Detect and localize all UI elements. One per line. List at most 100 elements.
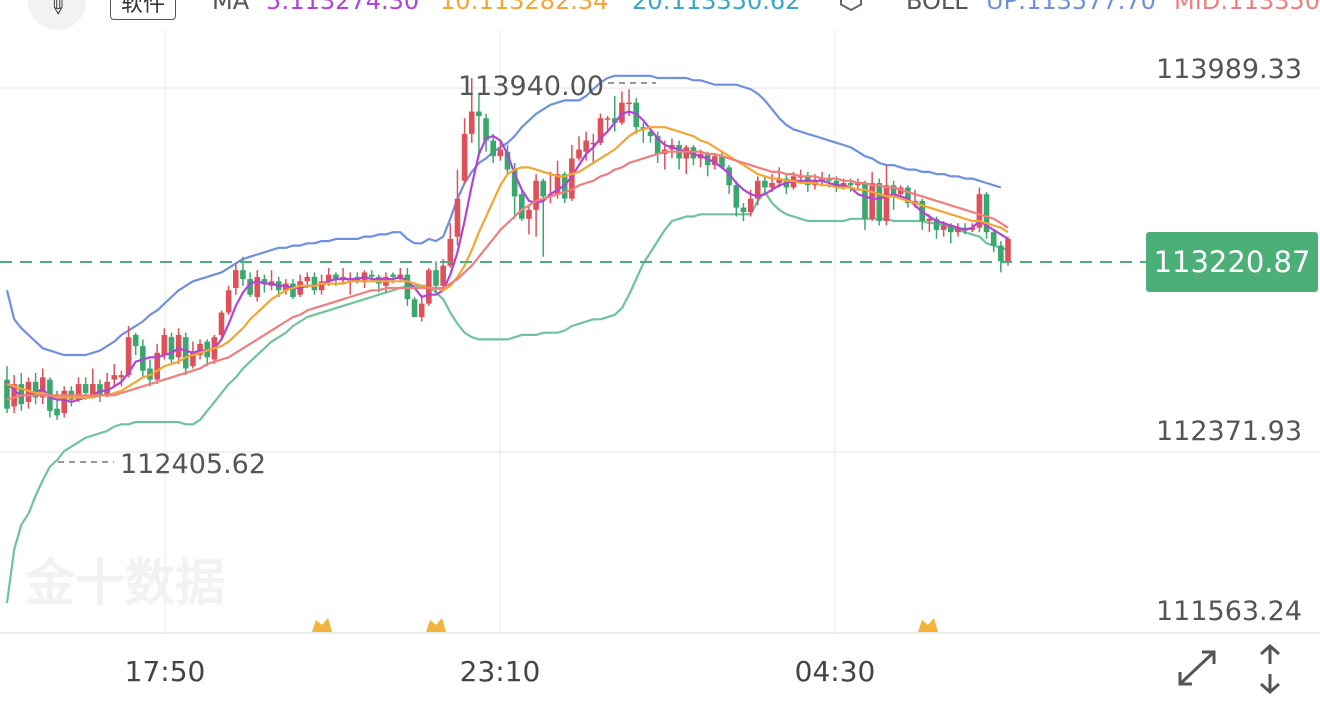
candle (225, 285, 232, 315)
candle (704, 151, 711, 177)
candle (111, 363, 118, 387)
candle-body (626, 102, 632, 105)
candle-body (511, 169, 518, 197)
candle-body (418, 303, 425, 318)
candle-body (740, 207, 747, 213)
candle-body (233, 270, 239, 289)
candle-body (948, 225, 954, 233)
candle-body (747, 198, 754, 213)
candle-body (197, 343, 203, 356)
candle-body (75, 384, 82, 400)
candle (204, 339, 210, 367)
candle-body (869, 183, 875, 219)
candle (168, 332, 175, 364)
candle (18, 372, 25, 411)
time-axis-label-1: 17:50 (125, 655, 206, 688)
candle (483, 113, 489, 152)
candle-body (318, 281, 325, 291)
candle (905, 185, 911, 208)
candle-body (82, 384, 89, 394)
candle-body (182, 337, 189, 369)
candle-body (90, 384, 96, 396)
candle (268, 270, 275, 291)
candle-body (440, 265, 446, 286)
candle (104, 372, 110, 398)
vertical-scale-icon[interactable] (1254, 642, 1286, 696)
candle (447, 223, 454, 268)
low-label: 112405.62 (120, 449, 266, 480)
candle-body (933, 218, 940, 230)
candle (90, 368, 96, 398)
candle-body (461, 133, 468, 181)
candle (61, 386, 67, 418)
candle-body (433, 270, 439, 286)
candle (526, 205, 532, 235)
candle-body (247, 279, 253, 295)
candle (468, 78, 475, 143)
ma20-line (6, 150, 1009, 401)
candle-body (447, 238, 454, 266)
candle-body (883, 185, 890, 221)
candle-body (540, 180, 547, 197)
mode-tag[interactable]: 软件 (110, 0, 177, 20)
candle (869, 171, 875, 221)
candle-body (368, 274, 375, 277)
price-axis: 113989.33 112371.93 111563.24 (1156, 54, 1302, 627)
candle-body (940, 225, 947, 230)
candle (640, 122, 647, 143)
event-marker-icon (426, 618, 446, 632)
indicator-header: ✎ 软件 MA 5:113274.30 10:113282.34 20:1133… (0, 0, 1320, 30)
candle (490, 133, 496, 163)
grid (0, 30, 1320, 634)
candle-body (862, 183, 868, 219)
candle (533, 174, 539, 237)
candle-body (726, 167, 732, 186)
candle-body (161, 334, 168, 356)
candle (118, 370, 125, 387)
candle-body (468, 111, 475, 134)
candle-body (611, 118, 618, 123)
candle (25, 377, 32, 409)
candle-body (32, 381, 39, 398)
fullscreen-icon[interactable] (1172, 644, 1222, 692)
candle-body (762, 180, 768, 188)
boll-label: BOLL (906, 0, 968, 15)
candle (340, 267, 346, 284)
candle (540, 178, 547, 257)
ma10-value: 10:113282.34 (440, 0, 609, 15)
time-axis-label-3: 04:30 (795, 655, 876, 688)
candle-body (261, 279, 268, 284)
candle-body (897, 187, 904, 195)
candle (554, 160, 561, 199)
ma10-line (6, 126, 1009, 399)
candle-body (654, 136, 661, 154)
candle-body (175, 334, 182, 358)
candle-body (39, 377, 46, 398)
candle-body (776, 178, 782, 184)
candle-body (554, 174, 561, 195)
candle (32, 372, 39, 405)
hexagon-settings-icon[interactable] (838, 0, 864, 12)
boll-mid-value: MID:113350 (1174, 0, 1320, 15)
candle (897, 185, 904, 197)
candle (125, 325, 132, 378)
candle-body (504, 151, 511, 170)
candle-body (476, 111, 482, 116)
candle (762, 176, 768, 192)
high-annotation: 113940.00 (458, 71, 656, 102)
candle-body (240, 270, 246, 280)
candle (611, 95, 618, 132)
candle (233, 263, 239, 295)
candle-body (304, 276, 311, 282)
candle (476, 93, 482, 157)
candle-body (926, 218, 933, 221)
candle-body (497, 149, 504, 157)
candle-body (225, 290, 232, 313)
candle-body (604, 118, 611, 120)
candle-body (847, 183, 854, 186)
candle-body (955, 227, 961, 233)
candle (726, 165, 732, 195)
event-markers[interactable] (312, 618, 938, 632)
candle-body (876, 183, 883, 221)
